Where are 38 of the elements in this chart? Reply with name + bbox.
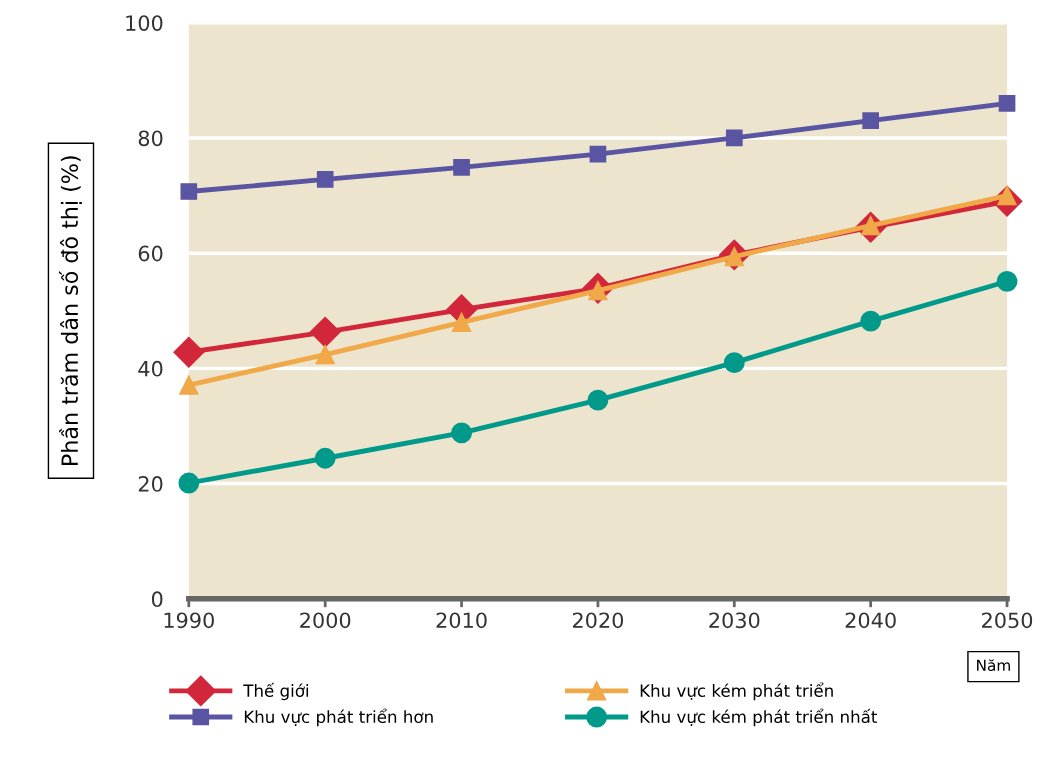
point — [589, 145, 607, 163]
x-tick-label: 2010 — [436, 612, 487, 629]
point — [587, 389, 609, 411]
x-tick-label: 2020 — [572, 612, 624, 629]
x-tick-label: 2030 — [709, 612, 760, 629]
y-axis-title: Phần trăm dân số đô thị (%) — [58, 156, 82, 465]
legend-label: Thế giới — [243, 682, 309, 701]
point — [315, 344, 335, 365]
legend-label: Khu vực phát triển hơn — [244, 708, 433, 727]
point — [309, 316, 341, 348]
x-tick-label: 2040 — [845, 612, 896, 629]
point — [453, 159, 470, 176]
point — [180, 183, 198, 200]
y-tick-label: 0 — [151, 591, 163, 608]
point — [998, 95, 1016, 112]
y-tick-label: 100 — [126, 15, 163, 31]
x-tick-label: 2000 — [300, 612, 351, 629]
x-tick-label: 1990 — [164, 612, 214, 629]
point — [862, 112, 880, 130]
point — [996, 270, 1018, 292]
y-tick-label: 40 — [138, 360, 163, 377]
x-tick-label: 2050 — [982, 612, 1033, 629]
point — [723, 352, 745, 374]
point — [451, 312, 472, 333]
point — [178, 472, 200, 494]
point — [725, 129, 743, 147]
point — [860, 310, 882, 332]
y-tick-label: 60 — [138, 245, 163, 262]
point — [179, 375, 199, 395]
x-axis-title: Năm — [977, 659, 1010, 672]
legend-label: Khu vực kém phát triển nhất — [640, 708, 878, 727]
y-tick-label: 80 — [138, 130, 163, 147]
point — [173, 336, 205, 368]
point — [451, 422, 472, 444]
point — [316, 171, 334, 188]
legend-label: Khu vực kém phát triển — [640, 682, 833, 701]
y-tick-label: 20 — [138, 476, 163, 492]
point — [314, 447, 336, 469]
